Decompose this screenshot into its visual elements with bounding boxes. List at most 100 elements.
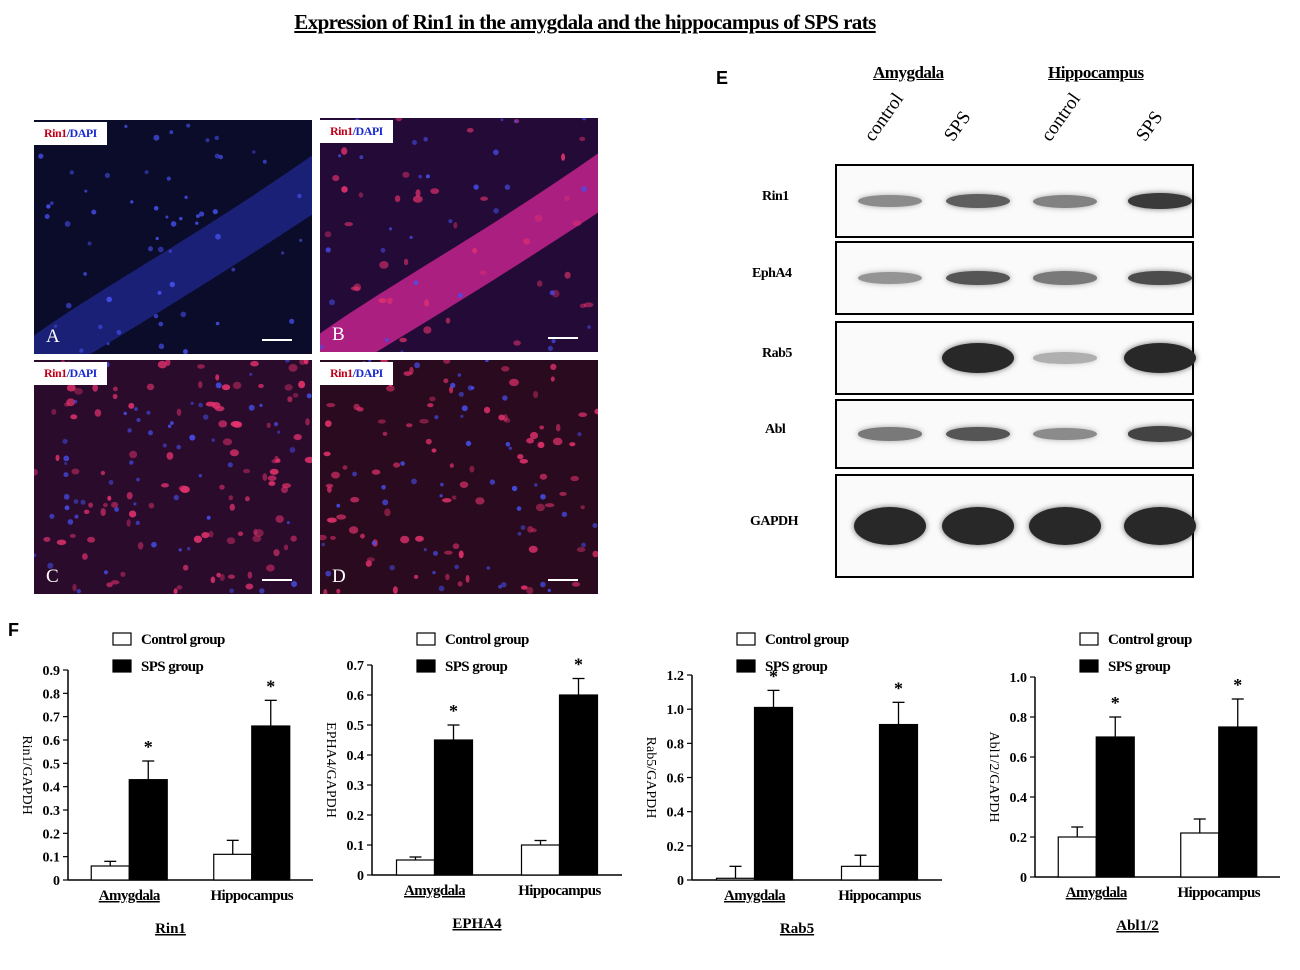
bar-chart-epha4: Control group SPS group 0 0.1 0.2 0.3 0.4 0.5 0.…	[323, 632, 622, 932]
y-axis-label: Rab5/GAPDH	[643, 737, 658, 819]
panel-letter: D	[332, 566, 346, 587]
blot-strip-abl	[835, 399, 1194, 469]
significance-marker: *	[144, 737, 153, 757]
x-tick-label: Hippocampus	[210, 888, 293, 904]
bar-control-hippocampus	[213, 853, 253, 881]
bar-sps-amygdala	[1095, 736, 1135, 878]
scale-bar	[262, 339, 292, 341]
y-tick-label: 1.0	[667, 703, 685, 718]
y-tick-label: 0.3	[43, 804, 61, 819]
bar-sps-amygdala	[128, 779, 168, 881]
y-tick-label: 0.5	[43, 757, 61, 772]
y-tick-label: 1.0	[1010, 671, 1028, 686]
stain-label: Rin1/DAPI	[34, 122, 107, 145]
scale-bar	[548, 337, 578, 339]
y-tick-label: 0.3	[347, 779, 365, 794]
blot-band	[1033, 194, 1097, 208]
blot-band	[1029, 507, 1101, 545]
bar-control-hippocampus	[840, 865, 881, 881]
chart-title: Rin1	[155, 921, 186, 937]
x-tick-label: Amygdala	[724, 888, 786, 904]
blot-band	[1128, 426, 1192, 442]
blot-strip-rin1	[835, 164, 1194, 238]
legend-swatch	[416, 659, 436, 673]
y-tick-label: 0.9	[43, 664, 61, 679]
blot-label: EphA4	[752, 266, 792, 281]
y-tick-label: 0.8	[667, 737, 685, 752]
blot-label: Rab5	[762, 346, 792, 361]
region-label-hippocampus: Hippocampus	[1048, 63, 1144, 82]
micrograph-panel-d: Rin1/DAPI D	[320, 360, 598, 594]
legend-label: SPS group	[141, 659, 204, 675]
y-tick-label: 0.2	[667, 840, 685, 855]
blot-band	[946, 270, 1010, 286]
chart-title: Rab5	[780, 921, 814, 937]
panel-letter: C	[46, 566, 59, 587]
y-tick-label: 0.6	[1010, 751, 1028, 766]
bar-control-amygdala	[715, 877, 756, 881]
micrograph-b-image	[320, 118, 598, 352]
legend-swatch	[1079, 659, 1099, 673]
y-tick-label: 0	[357, 869, 364, 884]
y-tick-label: 0	[677, 874, 684, 889]
micrograph-d-image	[320, 360, 598, 594]
y-tick-label: 0.8	[43, 687, 61, 702]
x-tick-label: Amygdala	[404, 883, 466, 899]
x-tick-label: Amygdala	[1066, 885, 1128, 901]
micrograph-panel-c: Rin1/DAPI C	[34, 360, 312, 594]
panel-letter-f: F	[8, 620, 19, 640]
cell-layer-band	[34, 155, 312, 354]
micrograph-c-image	[34, 360, 312, 594]
significance-marker: *	[266, 676, 275, 696]
bar-sps-amygdala	[753, 706, 794, 881]
blot-band	[1128, 270, 1192, 286]
bar-control-hippocampus	[520, 844, 561, 876]
blot-band	[1033, 427, 1097, 441]
blot-band	[858, 427, 922, 441]
significance-marker: *	[1111, 693, 1120, 713]
y-tick-label: 0.7	[43, 711, 61, 726]
bar-control-amygdala	[395, 859, 436, 876]
blot-band	[1124, 507, 1196, 545]
bar-chart-rin1: Control group SPS group 0 0.1 0.2 0.3 0.4 0.5 0.…	[19, 632, 313, 937]
bar-sps-hippocampus	[878, 723, 919, 881]
y-tick-label: 0.7	[347, 659, 365, 674]
y-tick-label: 0.4	[667, 806, 685, 821]
y-tick-label: 0.2	[347, 809, 365, 824]
legend-label: SPS group	[765, 659, 828, 675]
scale-bar	[548, 579, 578, 581]
significance-marker: *	[769, 666, 778, 686]
blot-strip-epha4	[835, 241, 1194, 315]
blot-band	[1128, 193, 1192, 209]
bar-control-hippocampus	[1180, 832, 1220, 878]
y-tick-label: 0.6	[347, 689, 365, 704]
blot-band	[946, 193, 1010, 209]
y-tick-label: 0.6	[43, 734, 61, 749]
blot-band	[854, 507, 926, 545]
y-tick-label: 0.2	[43, 827, 61, 842]
y-tick-label: 0.1	[347, 839, 365, 854]
chart-title: Abl1/2	[1116, 918, 1159, 934]
blot-strip-rab5	[835, 321, 1196, 395]
bar-sps-hippocampus	[1218, 726, 1258, 878]
blot-band	[1124, 343, 1196, 373]
stain-label: Rin1/DAPI	[34, 362, 107, 385]
legend-swatch	[1079, 632, 1099, 646]
x-tick-label: Hippocampus	[838, 888, 921, 904]
y-axis-label: Abl1/2/GAPDH	[986, 731, 1001, 822]
lane-label: control	[1036, 89, 1086, 146]
micrograph-panel-b: Rin1/DAPI B	[320, 118, 598, 352]
scale-bar	[262, 579, 292, 581]
legend-label: Control group	[1108, 632, 1192, 648]
lane-label: SPS	[1131, 107, 1168, 146]
significance-marker: *	[574, 655, 583, 675]
lane-label: SPS	[939, 107, 976, 146]
bar-sps-hippocampus	[558, 694, 599, 876]
panel-letter: B	[332, 324, 345, 345]
lane-label: control	[859, 89, 909, 146]
y-tick-label: 1.2	[667, 669, 685, 684]
y-tick-label: 0	[53, 874, 60, 889]
y-axis-label: EPHA4/GAPDH	[323, 722, 338, 818]
blot-band	[1033, 271, 1097, 285]
y-axis-label: Rin1/GAPDH	[19, 735, 34, 814]
